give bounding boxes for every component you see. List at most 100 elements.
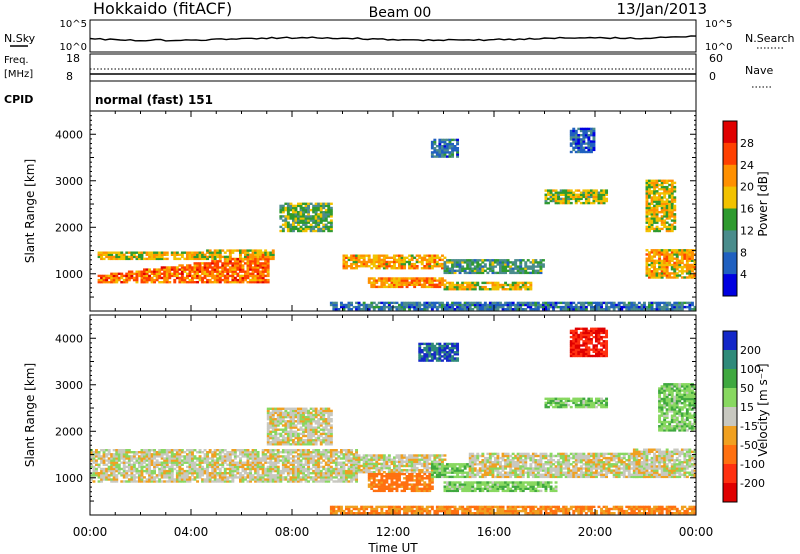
heatmap-cell	[377, 466, 381, 470]
heatmap-cell	[294, 213, 298, 216]
heatmap-cell	[390, 256, 394, 259]
heatmap-cell	[382, 265, 386, 268]
heatmap-cell	[140, 455, 144, 458]
heatmap-cell	[370, 462, 374, 466]
heatmap-cell	[418, 279, 422, 282]
heatmap-cell	[658, 276, 662, 279]
heatmap-cell	[266, 432, 270, 436]
heatmap-cell	[567, 197, 571, 201]
heatmap-cell	[289, 467, 293, 471]
heatmap-cell	[292, 469, 295, 473]
heatmap-cell	[456, 285, 460, 289]
heatmap-cell	[307, 455, 311, 458]
heatmap-cell	[390, 260, 394, 264]
heatmap-cell	[138, 474, 141, 477]
heatmap-cell	[355, 464, 359, 468]
heatmap-cell	[650, 217, 654, 220]
heatmap-cell	[468, 281, 472, 285]
heatmap-cell	[663, 270, 667, 273]
heatmap-cell	[577, 301, 581, 305]
heatmap-cell	[244, 472, 247, 475]
heatmap-cell	[143, 270, 146, 273]
heatmap-cell	[279, 215, 283, 218]
heatmap-cell	[342, 478, 346, 481]
heatmap-cell	[312, 443, 316, 446]
heatmap-cell	[304, 428, 308, 431]
heatmap-cell	[400, 303, 404, 307]
heatmap-cell	[377, 454, 381, 457]
heatmap-cell	[135, 480, 139, 483]
heatmap-cell	[595, 197, 598, 201]
heatmap-cell	[218, 266, 222, 269]
heatmap-cell	[140, 463, 144, 466]
heatmap-cell	[504, 301, 508, 305]
heatmap-cell	[329, 409, 333, 413]
heatmap-cell	[668, 188, 672, 191]
heatmap-cell	[509, 301, 513, 305]
heatmap-cell	[266, 436, 270, 440]
heatmap-cell	[329, 225, 333, 229]
heatmap-cell	[393, 265, 396, 268]
heatmap-cell	[193, 476, 197, 479]
heatmap-cell	[567, 201, 571, 205]
heatmap-cell	[100, 455, 104, 458]
heatmap-cell	[211, 455, 215, 458]
heatmap-cell	[241, 478, 245, 481]
heatmap-cell	[196, 476, 200, 479]
heatmap-cell	[400, 283, 404, 286]
heatmap-cell	[324, 227, 328, 231]
heatmap-cell	[393, 285, 396, 289]
heatmap-cell	[97, 251, 101, 254]
heatmap-cell	[100, 459, 104, 462]
heatmap-cell	[360, 254, 364, 257]
heatmap-cell	[665, 268, 669, 271]
heatmap-cell	[216, 467, 220, 471]
heatmap-cell	[281, 223, 285, 226]
heatmap-cell	[281, 439, 285, 442]
heatmap-cell	[261, 268, 265, 271]
heatmap-cell	[658, 305, 662, 309]
heatmap-cell	[158, 255, 162, 259]
heatmap-cell	[542, 259, 545, 262]
heatmap-cell	[483, 263, 487, 266]
heatmap-cell	[572, 138, 576, 141]
heatmap-cell	[160, 465, 164, 469]
heatmap-cell	[163, 451, 167, 454]
heatmap-cell	[319, 451, 323, 454]
heatmap-cell	[206, 478, 210, 481]
heatmap-cell	[663, 263, 667, 267]
heatmap-cell	[665, 308, 669, 311]
heatmap-cell	[180, 270, 184, 273]
heatmap-cell	[284, 219, 288, 222]
heatmap-cell	[393, 301, 396, 305]
heatmap-cell	[294, 465, 298, 469]
heatmap-cell	[102, 455, 106, 458]
heatmap-cell	[244, 453, 247, 456]
heatmap-cell	[143, 257, 146, 261]
heatmap-cell	[299, 204, 303, 208]
heatmap-cell	[115, 253, 119, 256]
heatmap-cell	[180, 459, 184, 462]
heatmap-cell	[180, 272, 184, 275]
heatmap-cell	[239, 459, 242, 462]
heatmap-cell	[648, 272, 651, 275]
heatmap-cell	[284, 217, 288, 220]
heatmap-cell	[153, 476, 157, 479]
heatmap-cell	[691, 276, 694, 279]
heatmap-cell	[385, 285, 389, 289]
heatmap-cell	[670, 272, 674, 275]
heatmap-cell	[322, 426, 326, 429]
heatmap-cell	[271, 424, 275, 427]
heatmap-cell	[211, 253, 215, 256]
heatmap-cell	[302, 227, 306, 231]
heatmap-cell	[324, 455, 328, 458]
heatmap-cell	[337, 451, 341, 454]
heatmap-cell	[294, 474, 298, 477]
heatmap-cell	[582, 146, 586, 149]
heatmap-cell	[239, 255, 242, 259]
heatmap-cell	[463, 303, 467, 307]
heatmap-cell	[473, 283, 477, 287]
heatmap-cell	[143, 281, 146, 284]
heatmap-cell	[592, 146, 596, 149]
heatmap-cell	[395, 254, 399, 257]
